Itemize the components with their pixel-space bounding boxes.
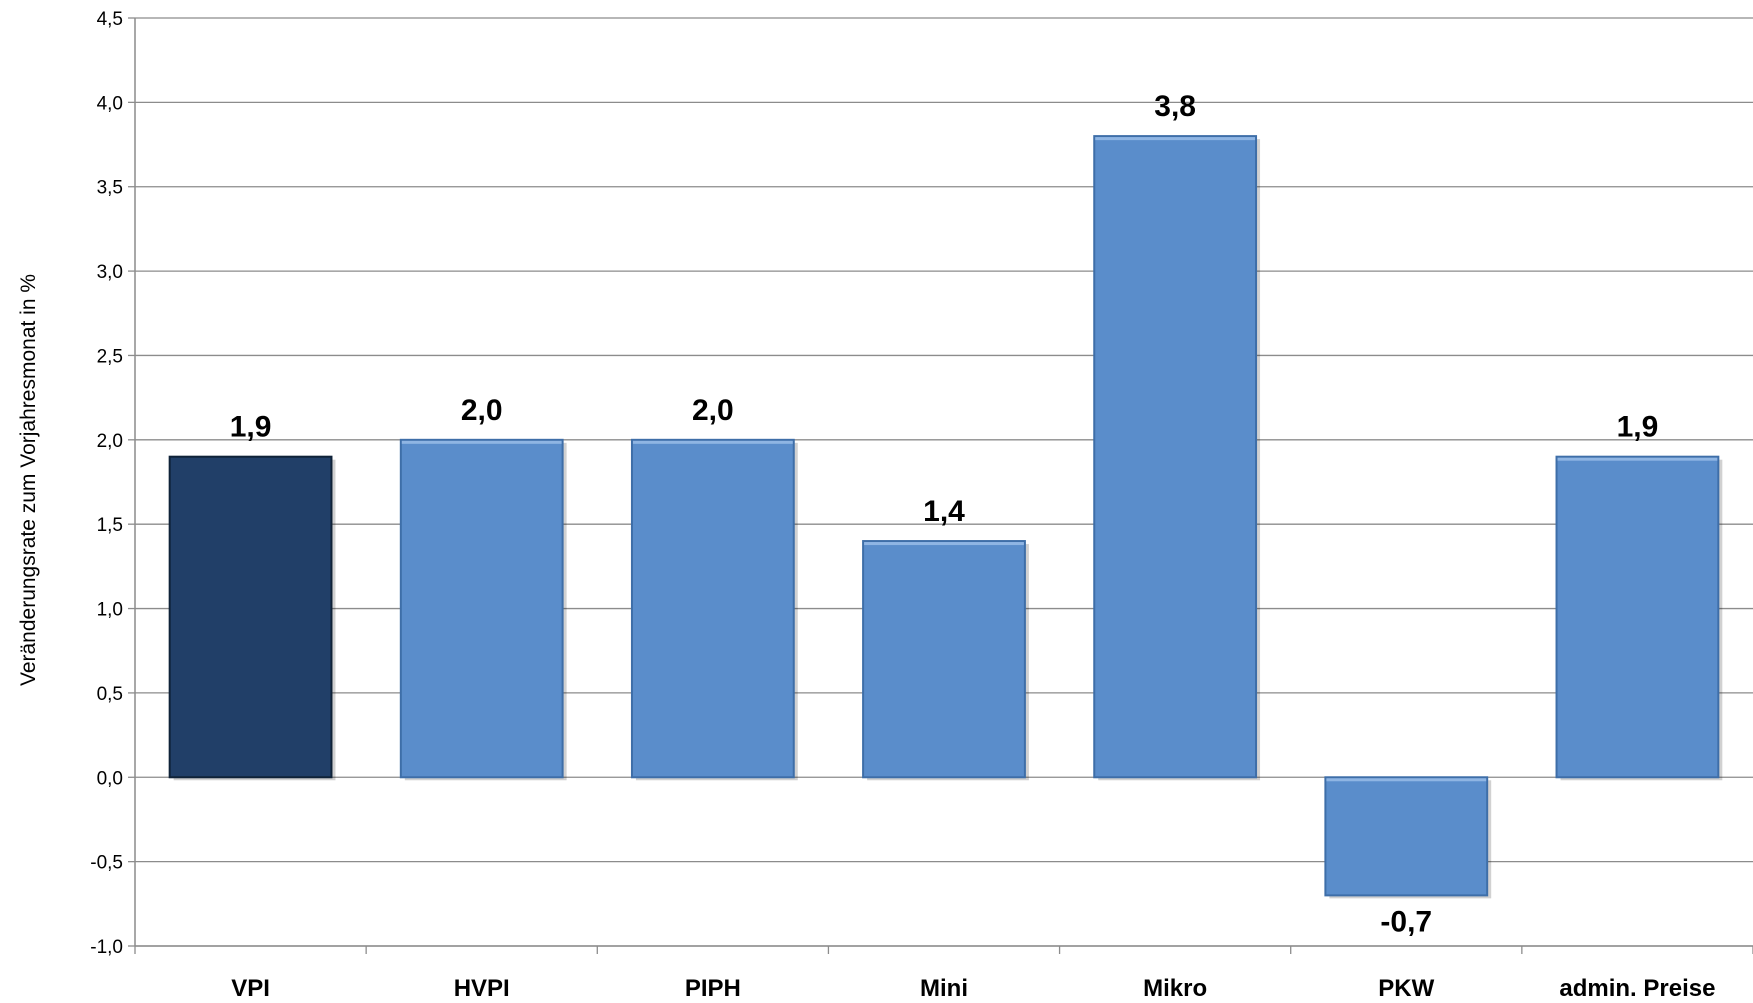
bar-hvpi [399,438,564,779]
bar-highlight-edge [864,542,1024,546]
data-label: 1,9 [230,411,272,444]
y-tick-label: 0,5 [97,684,123,705]
data-labels: 1,9 2,0 2,0 1,4 3,8 -0,7 1,9 [230,90,1659,938]
y-tick-label: 2,5 [97,346,123,367]
data-label: 1,4 [923,495,965,528]
x-tick-label: PKW [1378,975,1434,1002]
y-axis-title: Veränderungsrate zum Vorjahresmonat in % [17,274,40,686]
bar-highlight-edge [1095,137,1256,141]
bar-piph [630,438,795,779]
data-label: 2,0 [692,394,734,427]
x-tick-label: Mini [920,975,968,1002]
bar-mini [862,540,1026,779]
bar-admin-preise [1555,455,1720,779]
bar-highlight-edge [632,440,793,444]
x-tick-label: admin. Preise [1559,975,1715,1002]
y-tick-label: -1,0 [90,937,123,958]
data-label: 1,9 [1617,411,1659,444]
bar-highlight-edge [401,440,562,444]
y-tick-label: -0,5 [90,853,123,874]
x-tick-label: Mikro [1143,975,1207,1002]
bar-mikro [1093,135,1258,779]
bar-vpi [168,455,333,779]
bar-highlight-edge [1557,457,1718,461]
y-tick-label: 4,5 [97,9,123,30]
data-label: 3,8 [1154,90,1196,123]
y-tick-label: 2,0 [97,431,123,452]
data-label: -0,7 [1380,905,1432,938]
gridlines [135,17,1753,947]
y-tick-label: 4,0 [97,93,123,114]
y-tick-label: 0,0 [97,768,123,789]
bar-pkw [1324,776,1489,897]
bars [168,135,1723,899]
data-label: 2,0 [461,394,503,427]
x-tick-label: VPI [231,975,270,1002]
y-tick-label: 1,5 [97,515,123,536]
x-axis: VPI HVPI PIPH Mini Mikro PKW admin. Preise [134,18,1753,1002]
y-tick-label: 3,5 [97,178,123,199]
y-tick-label: 1,0 [97,600,123,621]
bar-highlight-edge [1326,778,1487,782]
y-tick-label: 3,0 [97,262,123,283]
x-tick-label: PIPH [685,975,741,1002]
x-tick-label: HVPI [454,975,510,1002]
y-axis-ticks: -1,0 -0,5 0,0 0,5 1,0 1,5 2,0 2,5 3,0 3,5 4,0 4,5 [90,9,135,958]
